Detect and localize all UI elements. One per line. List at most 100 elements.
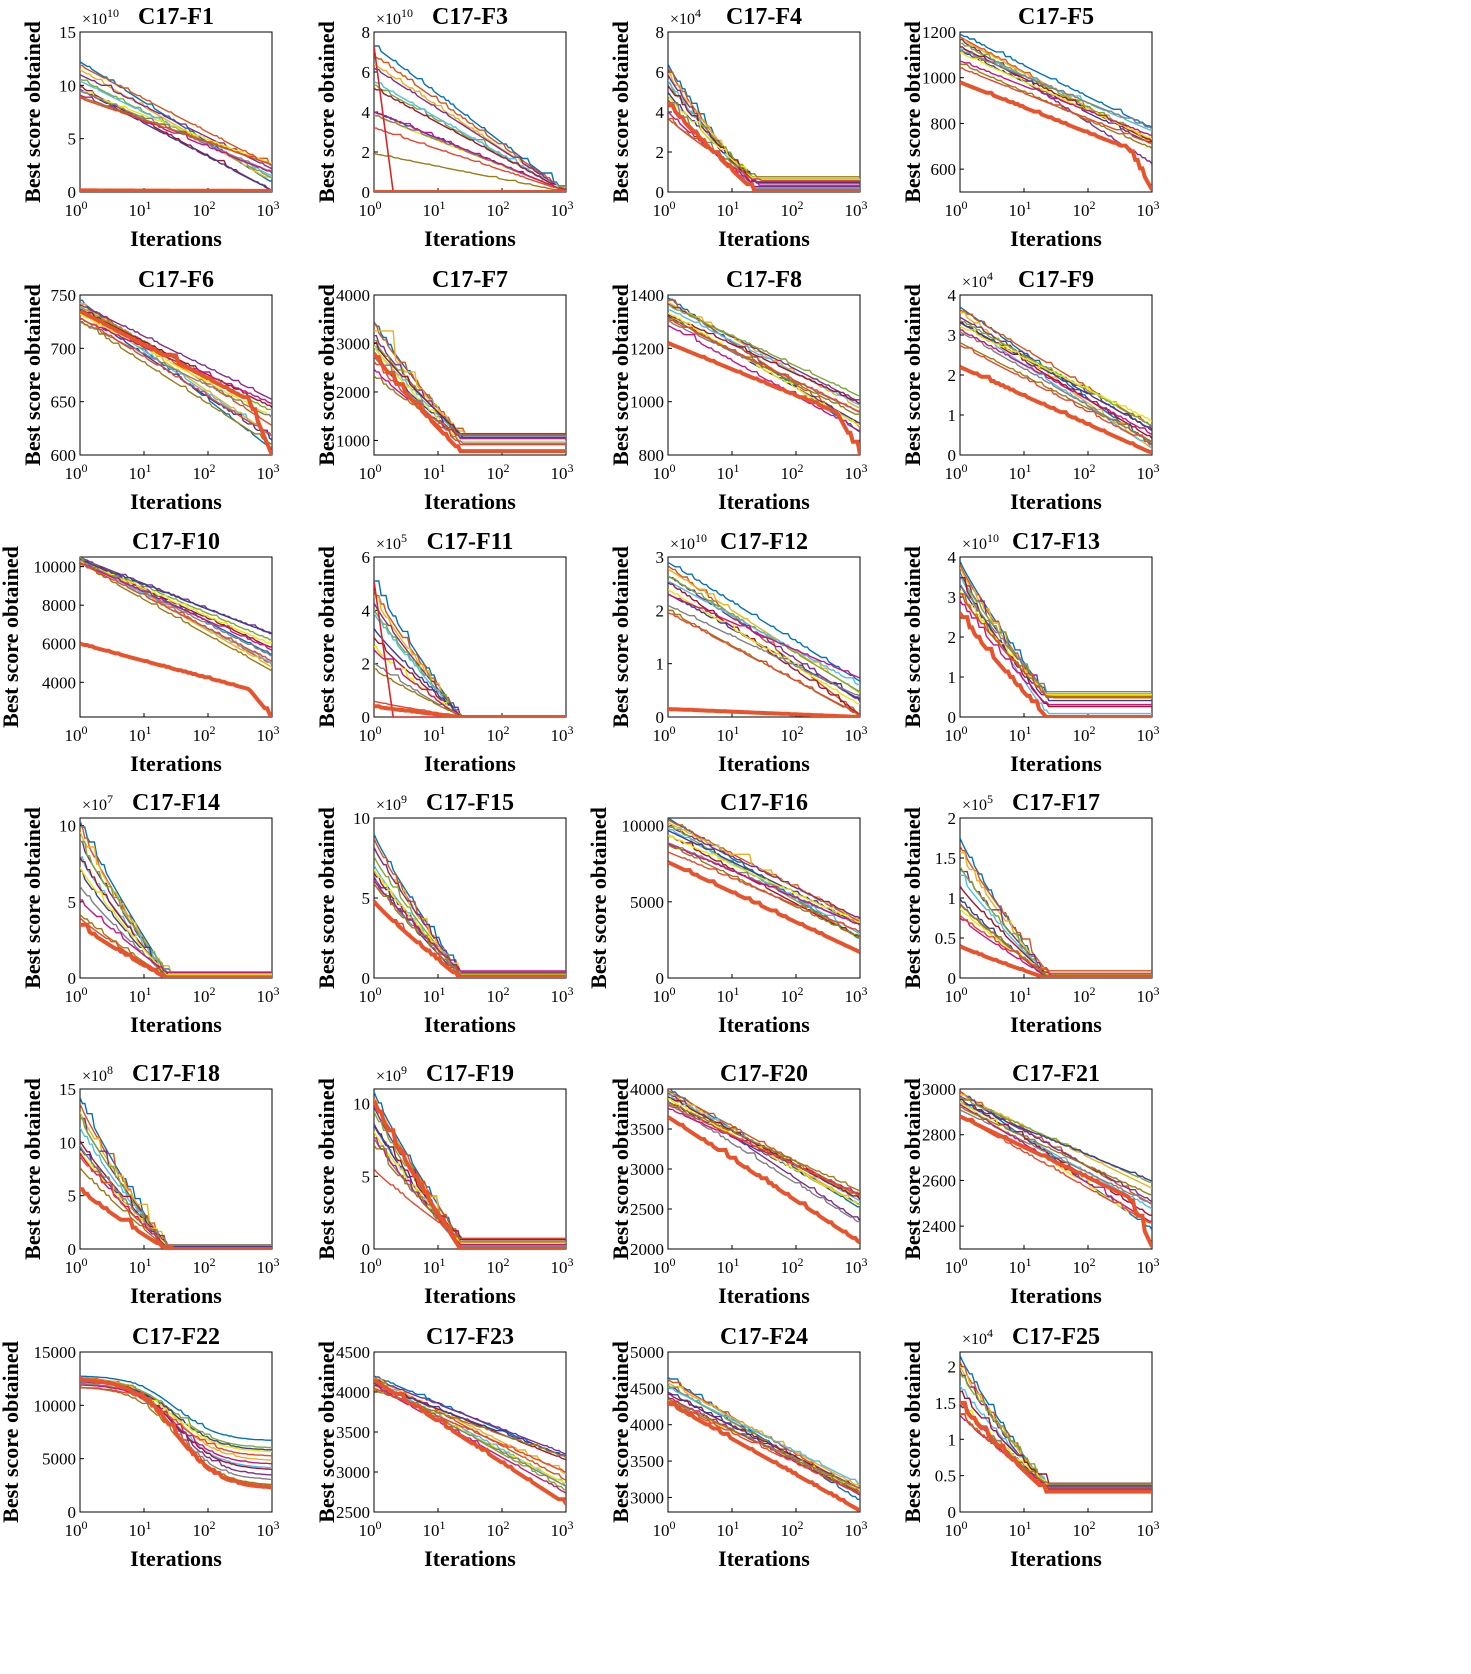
y-tick-label: 1400 xyxy=(630,286,664,305)
x-tick-label: 100 xyxy=(359,984,382,1006)
y-tick-label: 8 xyxy=(656,23,665,42)
x-tick-exponent: 1 xyxy=(146,723,152,737)
series-line xyxy=(668,1401,860,1494)
series-line xyxy=(80,820,272,974)
x-tick-exponent: 1 xyxy=(734,461,740,475)
y-tick-label: 5 xyxy=(68,893,77,912)
chart-title: C17-F18 xyxy=(132,1061,220,1087)
x-tick-base: 10 xyxy=(717,726,734,745)
x-tick-label: 100 xyxy=(359,198,382,220)
x-tick-exponent: 0 xyxy=(82,1255,88,1269)
x-tick-exponent: 0 xyxy=(82,461,88,475)
x-tick-exponent: 3 xyxy=(862,198,868,212)
x-tick-exponent: 1 xyxy=(1026,461,1032,475)
series-line xyxy=(80,559,272,635)
series-line xyxy=(80,64,272,167)
x-tick-label: 101 xyxy=(1009,1255,1032,1277)
series-line xyxy=(374,55,566,192)
series-line xyxy=(668,314,860,405)
y-tick-label: 2500 xyxy=(630,1200,664,1219)
x-tick-base: 10 xyxy=(1073,1258,1090,1277)
best-series-line xyxy=(374,352,566,454)
x-tick-label: 101 xyxy=(423,1255,446,1277)
x-tick-base: 10 xyxy=(257,1258,274,1277)
multiplier-exponent: 8 xyxy=(107,1063,113,1077)
x-tick-base: 10 xyxy=(845,201,862,220)
x-tick-exponent: 0 xyxy=(376,1255,382,1269)
series-line xyxy=(668,568,860,694)
x-tick-exponent: 0 xyxy=(376,723,382,737)
series-line xyxy=(668,829,860,925)
series-line xyxy=(960,1372,1152,1485)
y-tick-label: 0 xyxy=(656,183,665,202)
x-tick-exponent: 3 xyxy=(568,1518,574,1532)
series-line xyxy=(80,563,272,672)
x-tick-exponent: 3 xyxy=(274,461,280,475)
series-line xyxy=(960,1106,1152,1196)
plot-frame xyxy=(79,817,273,979)
x-axis-label: Iterations xyxy=(130,1546,222,1571)
best-series-line xyxy=(80,1377,272,1490)
x-tick-exponent: 0 xyxy=(670,1255,676,1269)
x-tick-label: 100 xyxy=(945,198,968,220)
series-line xyxy=(960,917,1152,978)
y-tick-label: 1200 xyxy=(922,23,956,42)
multiplier-base: ×10 xyxy=(962,536,987,553)
series-line xyxy=(80,1103,272,1249)
x-tick-label: 100 xyxy=(65,984,88,1006)
x-tick-base: 10 xyxy=(551,987,568,1006)
series-group xyxy=(668,1376,860,1512)
chart-title: C17-F23 xyxy=(426,1324,514,1350)
x-tick-label: 103 xyxy=(551,984,574,1006)
multiplier-exponent: 4 xyxy=(695,6,701,20)
x-tick-label: 101 xyxy=(1009,198,1032,220)
chart-title: C17-F5 xyxy=(1018,4,1094,30)
y-tick-label: 0 xyxy=(948,446,957,465)
y-axis-label: Best score obtained xyxy=(586,807,611,989)
y-tick-label: 0 xyxy=(362,708,371,727)
x-tick-label: 102 xyxy=(487,723,510,745)
x-tick-base: 10 xyxy=(65,464,82,483)
chart-title: C17-F14 xyxy=(132,790,220,816)
series-line xyxy=(668,575,860,702)
x-tick-label: 101 xyxy=(717,1518,740,1540)
series-line xyxy=(80,856,272,975)
plot-frame xyxy=(373,1088,567,1250)
y-axis-label: Best score obtained xyxy=(900,807,925,989)
series-group xyxy=(668,1089,860,1245)
series-line xyxy=(80,856,272,977)
y-tick-label: 4500 xyxy=(336,1343,370,1362)
x-tick-exponent: 0 xyxy=(962,1255,968,1269)
x-tick-base: 10 xyxy=(717,464,734,483)
x-tick-label: 103 xyxy=(551,198,574,220)
x-tick-exponent: 3 xyxy=(862,1518,868,1532)
y-tick-label: 0 xyxy=(656,708,665,727)
y-tick-label: 0 xyxy=(948,1503,957,1522)
x-tick-label: 101 xyxy=(1009,461,1032,483)
series-group xyxy=(960,1090,1152,1248)
series-line xyxy=(668,301,860,410)
y-axis-label: Best score obtained xyxy=(314,807,339,989)
series-line xyxy=(960,319,1152,426)
series-line xyxy=(80,1381,272,1451)
series-line xyxy=(960,593,1152,699)
best-series-line xyxy=(668,341,860,455)
series-line xyxy=(960,577,1152,708)
series-line xyxy=(80,1152,272,1249)
multiplier-base: ×10 xyxy=(376,11,401,28)
y-tick-label: 5 xyxy=(68,1187,77,1206)
y-axis-label: Best score obtained xyxy=(900,1078,925,1260)
series-line xyxy=(960,321,1152,431)
y-axis-label: Best score obtained xyxy=(900,1341,925,1523)
y-axis-label: Best score obtained xyxy=(608,546,633,728)
y-tick-label: 6000 xyxy=(42,635,76,654)
x-tick-base: 10 xyxy=(1137,987,1154,1006)
series-line xyxy=(80,561,272,651)
series-line xyxy=(80,1384,272,1465)
x-tick-base: 10 xyxy=(1137,201,1154,220)
y-tick-label: 3 xyxy=(948,588,957,607)
